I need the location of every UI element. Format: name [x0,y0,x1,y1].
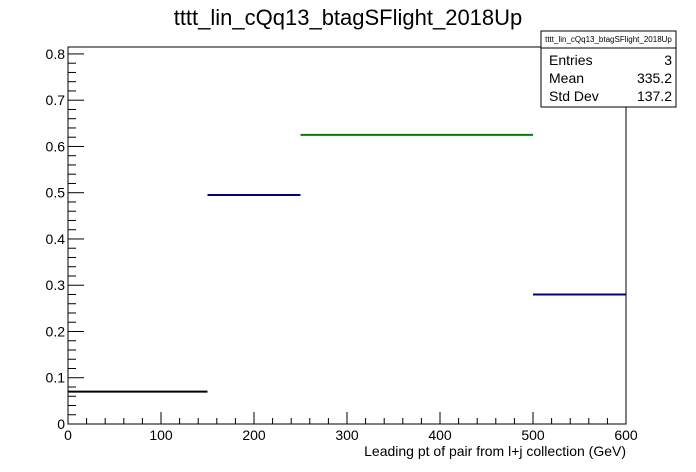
x-axis: 0 100 200 300 400 500 600 [64,412,638,443]
y-tick-label: 0.1 [46,370,66,386]
x-tick-label: 200 [242,427,266,443]
x-tick-label: 0 [64,427,72,443]
y-tick-label: 0 [57,416,65,432]
stats-box-title: tttt_lin_cQq13_btagSFlight_2018Up [545,35,672,44]
y-tick-label: 0.7 [46,92,66,108]
x-tick-label: 300 [335,427,359,443]
y-tick-label: 0.5 [46,185,66,201]
y-axis: 0 0.1 0.2 0.3 0.4 0.5 0.6 0.7 0.8 [46,46,84,432]
x-tick-label: 400 [428,427,452,443]
histogram-bins [68,133,626,393]
x-tick-label: 100 [149,427,173,443]
y-tick-label: 0.8 [46,46,66,62]
stats-stddev-label: Std Dev [549,88,599,104]
y-tick-label: 0.3 [46,277,66,293]
x-axis-label: Leading pt of pair from l+j collection (… [364,443,626,459]
x-tick-label: 500 [521,427,545,443]
stats-mean-label: Mean [549,70,584,86]
chart-title: tttt_lin_cQq13_btagSFlight_2018Up [174,5,523,30]
stats-entries-label: Entries [549,52,593,68]
y-tick-label: 0.6 [46,138,66,154]
stats-stddev-value: 137.2 [637,88,672,104]
stats-mean-value: 335.2 [637,70,672,86]
stats-box-frame [540,30,677,108]
stats-box: tttt_lin_cQq13_btagSFlight_2018Up Entrie… [540,30,677,108]
y-tick-label: 0.4 [46,231,66,247]
y-tick-label: 0.2 [46,323,66,339]
x-tick-label: 600 [614,427,638,443]
stats-entries-value: 3 [664,52,672,68]
